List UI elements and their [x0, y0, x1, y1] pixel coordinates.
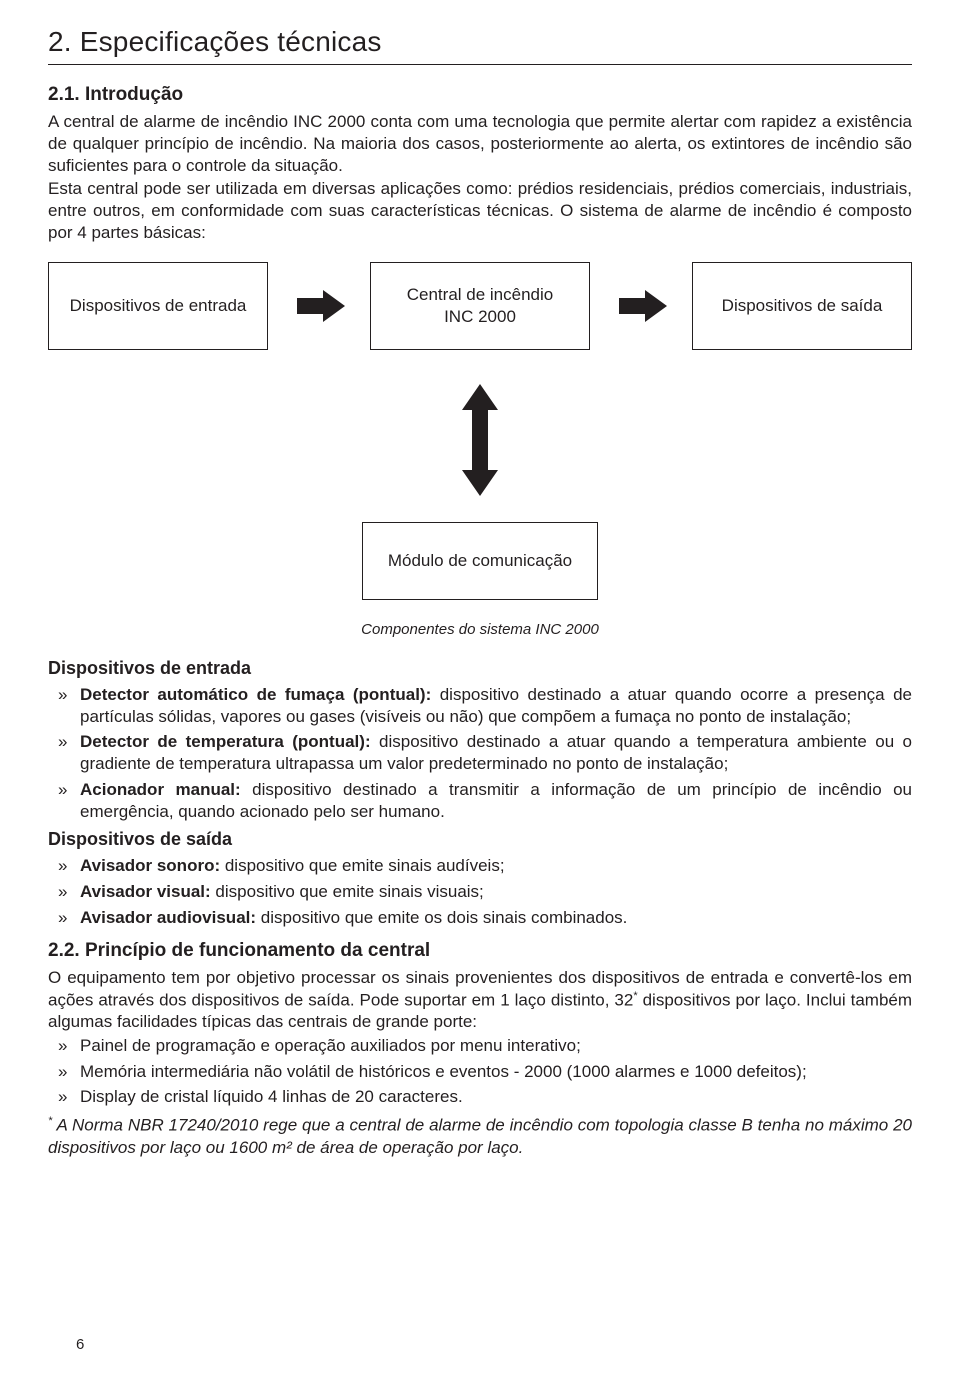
list-item-text: dispositivo que emite sinais visuais;: [211, 882, 484, 901]
list-item: Avisador sonoro: dispositivo que emite s…: [76, 855, 912, 877]
list-item: Memória intermediária não volátil de his…: [76, 1061, 912, 1083]
list-item: Painel de programação e operação auxilia…: [76, 1035, 912, 1057]
page-number: 6: [76, 1335, 84, 1354]
list-item-bold: Avisador visual:: [80, 882, 211, 901]
inputs-heading: Dispositivos de entrada: [48, 657, 912, 680]
list-item: Avisador audiovisual: dispositivo que em…: [76, 907, 912, 929]
diagram-box-outputs: Dispositivos de saída: [692, 262, 912, 350]
section-heading: 2. Especificações técnicas: [48, 24, 912, 65]
principio-list: Painel de programação e operação auxilia…: [48, 1035, 912, 1108]
arrow-right-icon: [289, 286, 349, 326]
diagram-box-central-line2: INC 2000: [444, 306, 516, 328]
list-item-text: dispositivo que emite os dois sinais com…: [256, 908, 627, 927]
arrow-updown-icon: [456, 380, 504, 500]
list-item-text: dispositivo que emite sinais audíveis;: [220, 856, 504, 875]
list-item-bold: Detector de temperatura (pontual):: [80, 732, 371, 751]
principio-para: O equipamento tem por objetivo processar…: [48, 967, 912, 1033]
diagram-box-central-line1: Central de incêndio: [407, 284, 553, 306]
list-item: Avisador visual: dispositivo que emite s…: [76, 881, 912, 903]
footnote-text: A Norma NBR 17240/2010 rege que a centra…: [48, 1116, 912, 1157]
list-item: Detector automático de fumaça (pontual):…: [76, 684, 912, 728]
diagram-row-top: Dispositivos de entrada Central de incên…: [48, 262, 912, 350]
diagram-caption: Componentes do sistema INC 2000: [48, 620, 912, 639]
footnote: * A Norma NBR 17240/2010 rege que a cent…: [48, 1114, 912, 1158]
intro-title: 2.1. Introdução: [48, 83, 912, 107]
inputs-list: Detector automático de fumaça (pontual):…: [48, 684, 912, 823]
outputs-list: Avisador sonoro: dispositivo que emite s…: [48, 855, 912, 928]
diagram-box-comm: Módulo de comunicação: [362, 522, 598, 600]
diagram-box-inputs: Dispositivos de entrada: [48, 262, 268, 350]
principio-title: 2.2. Princípio de funcionamento da centr…: [48, 939, 912, 963]
diagram-column-bottom: Módulo de comunicação: [48, 380, 912, 600]
system-diagram: Dispositivos de entrada Central de incên…: [48, 262, 912, 639]
list-item-bold: Avisador sonoro:: [80, 856, 220, 875]
list-item-bold: Detector automático de fumaça (pontual):: [80, 685, 431, 704]
intro-para-1: A central de alarme de incêndio INC 2000…: [48, 111, 912, 176]
diagram-box-central: Central de incêndio INC 2000: [370, 262, 590, 350]
arrow-right-icon: [611, 286, 671, 326]
list-item-bold: Avisador audiovisual:: [80, 908, 256, 927]
intro-para-2: Esta central pode ser utilizada em diver…: [48, 178, 912, 243]
outputs-heading: Dispositivos de saída: [48, 828, 912, 851]
list-item-bold: Acionador manual:: [80, 780, 241, 799]
list-item: Detector de temperatura (pontual): dispo…: [76, 731, 912, 775]
list-item: Acionador manual: dispositivo destinado …: [76, 779, 912, 823]
list-item: Display de cristal líquido 4 linhas de 2…: [76, 1086, 912, 1108]
